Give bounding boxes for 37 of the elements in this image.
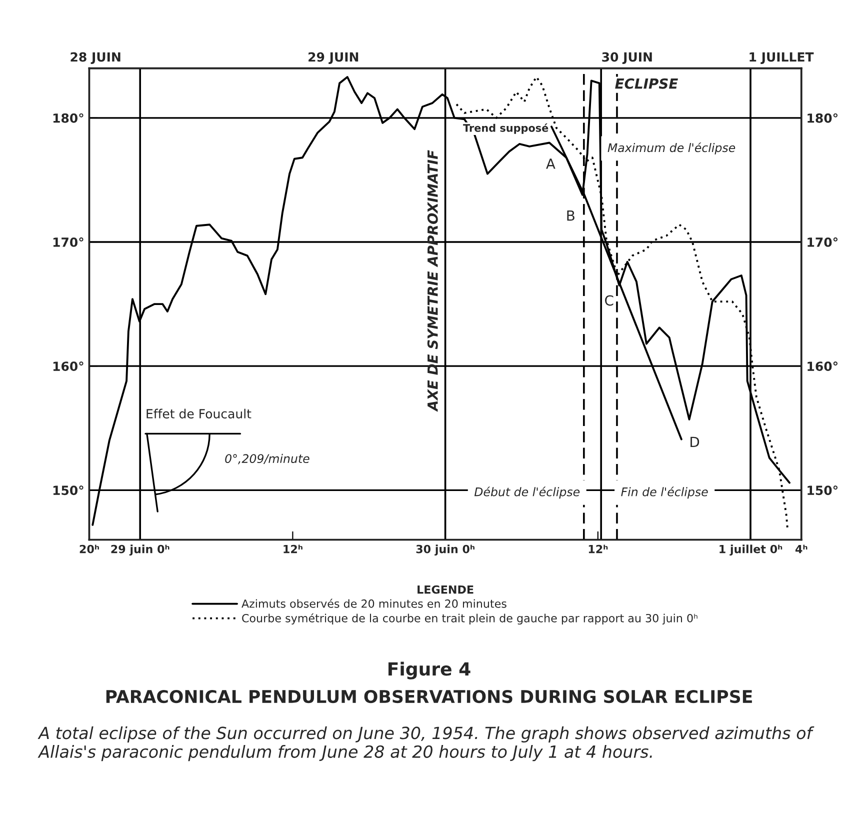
y2-tick-label: 150° <box>808 486 838 496</box>
text: PARACONICAL PENDULUM OBSERVATIONS DURING SOLAR ECLIPSE <box>106 690 752 704</box>
annotation: Effet de Foucault <box>146 408 252 418</box>
y2-tick-label: 160° <box>808 361 838 372</box>
ref-line-label: Début de l'éclipse <box>474 486 580 499</box>
x-tick-label: 20ʰ <box>80 544 99 554</box>
y-tick-label: 180° <box>53 113 84 123</box>
text: A total eclipse of the Sun occurred on June 30, 1954. The graph shows observed azimuths of Allais's paraconic pendulum from June 28 at 20 hours to July 1 at 4 hours. <box>38 726 814 762</box>
annotation: B <box>567 210 574 221</box>
legend-label: Azimuts observés de 20 minutes en 20 minutes <box>242 598 506 608</box>
x2-tick-label: 30 JUIN <box>602 52 652 64</box>
x-tick-label: 1 juillet 0ʰ <box>720 544 782 556</box>
legend-title: LEGENDE <box>418 585 474 594</box>
annotation: C <box>605 295 614 306</box>
annotation: A <box>546 158 556 169</box>
x-tick-label: 4ʰ <box>795 544 808 554</box>
annotation: 0°,209/minute <box>225 454 310 464</box>
x2-tick-label: 29 JUIN <box>308 52 358 64</box>
ref-line-label: AXE DE SYMETRIE APPROXIMATIF <box>427 150 438 412</box>
legend-label: Courbe symétrique de la courbe en trait plein de gauche par rapport au 30 juin 0ʰ <box>242 613 698 625</box>
x-tick-label: 29 juin 0ʰ <box>111 544 170 556</box>
y2-tick-label: 180° <box>808 113 838 123</box>
annotation: ECLIPSE <box>615 78 678 89</box>
x-tick-label: 30 juin 0ʰ <box>416 544 474 556</box>
text: Figure 4 <box>388 662 470 680</box>
y-tick-label: 170° <box>53 237 84 247</box>
ref-line-label: Fin de l'éclipse <box>621 486 708 499</box>
x-tick-label: 12ʰ <box>588 544 608 554</box>
x2-tick-label: 1 JUILLET <box>750 52 814 64</box>
y2-tick-label: 170° <box>808 237 838 247</box>
x2-tick-label: 28 JUIN <box>70 52 120 64</box>
annotation: D <box>690 436 700 447</box>
annotation: Trend supposé <box>463 123 548 134</box>
ref-line-label: Maximum de l'éclipse <box>608 142 736 154</box>
y-tick-label: 160° <box>53 361 84 372</box>
x-tick-label: 12ʰ <box>284 544 302 554</box>
y-tick-label: 150° <box>53 486 84 496</box>
